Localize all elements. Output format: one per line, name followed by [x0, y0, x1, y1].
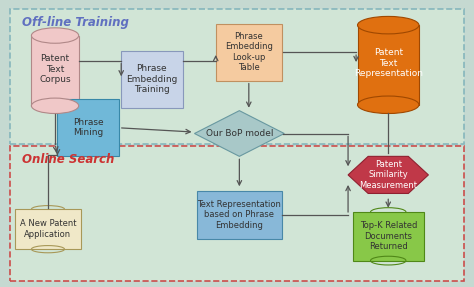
Polygon shape [348, 156, 428, 193]
FancyBboxPatch shape [197, 191, 282, 239]
FancyBboxPatch shape [57, 99, 119, 156]
FancyBboxPatch shape [216, 24, 282, 81]
Text: Phrase
Embedding
Look-up
Table: Phrase Embedding Look-up Table [225, 32, 273, 72]
Text: Online Search: Online Search [22, 154, 114, 166]
Text: Phrase
Mining: Phrase Mining [73, 118, 103, 137]
Ellipse shape [31, 28, 79, 43]
FancyBboxPatch shape [15, 209, 81, 249]
FancyBboxPatch shape [353, 212, 424, 261]
FancyBboxPatch shape [357, 25, 419, 105]
Text: Patent
Text
Representation: Patent Text Representation [354, 48, 423, 78]
Text: Patent
Text
Corpus: Patent Text Corpus [39, 54, 71, 84]
Text: Patent
Similarity
Measurement: Patent Similarity Measurement [359, 160, 417, 190]
FancyBboxPatch shape [121, 51, 182, 108]
Ellipse shape [357, 96, 419, 114]
Text: Text Representation
based on Phrase
Embedding: Text Representation based on Phrase Embe… [198, 200, 281, 230]
Ellipse shape [357, 16, 419, 34]
Text: Our BoP model: Our BoP model [206, 129, 273, 138]
Text: A New Patent
Application: A New Patent Application [20, 220, 76, 239]
Ellipse shape [31, 98, 79, 114]
Text: Phrase
Embedding
Training: Phrase Embedding Training [126, 64, 178, 94]
Polygon shape [194, 111, 284, 156]
Text: Top-K Related
Documents
Returned: Top-K Related Documents Returned [360, 222, 417, 251]
FancyBboxPatch shape [10, 9, 464, 144]
Text: Off-line Training: Off-line Training [22, 16, 129, 29]
FancyBboxPatch shape [31, 36, 79, 106]
FancyBboxPatch shape [10, 146, 464, 281]
